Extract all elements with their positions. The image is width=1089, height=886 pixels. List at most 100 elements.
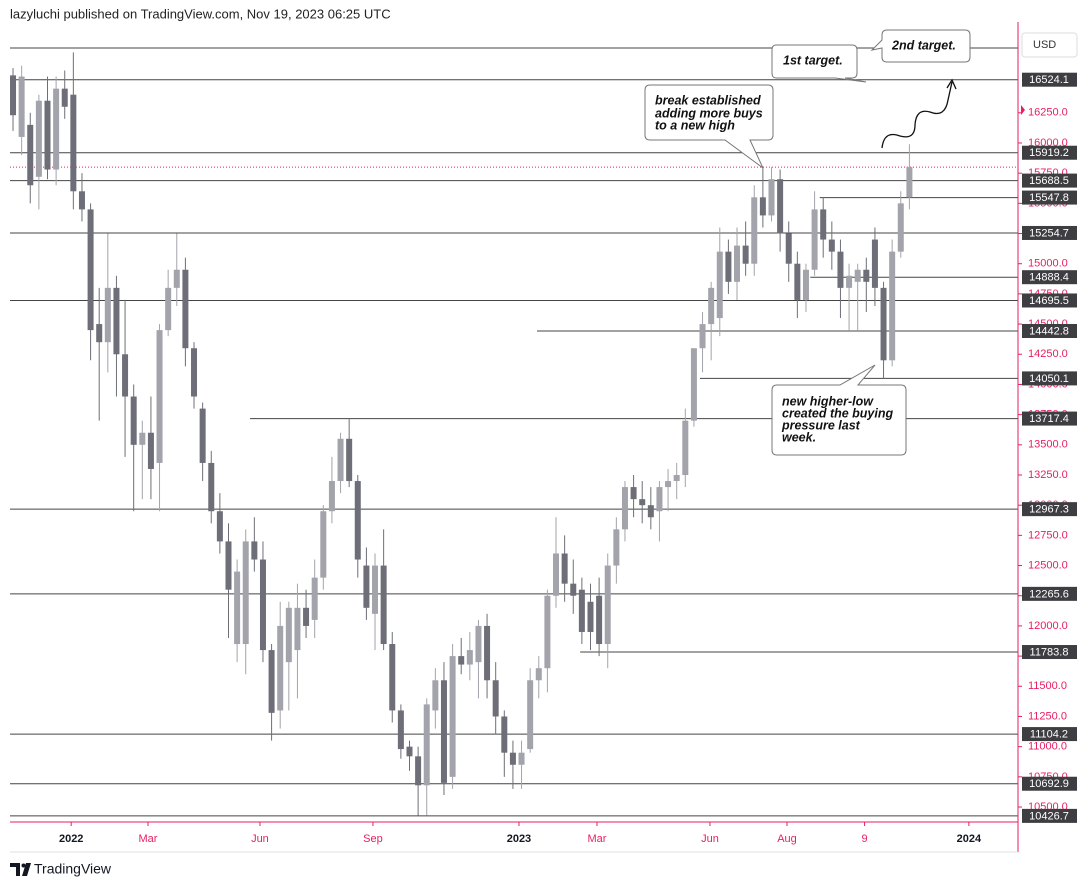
annotation-text: adding more buys [655,106,763,120]
annotation-text: created the buying [782,406,893,420]
level-label: 10692.9 [1029,778,1069,790]
candle-body [794,263,801,300]
candle-body [613,529,620,566]
annotation-text: pressure last [781,418,861,432]
candle-body [346,438,353,482]
candle-body [191,348,198,397]
level-label: 14442.8 [1029,325,1069,337]
candle-body [785,233,792,264]
annotation-text: week. [782,430,816,444]
candle-body [397,710,404,750]
candle-body [604,565,611,645]
level-label: 12967.3 [1029,504,1069,516]
level-label: 11783.8 [1030,646,1069,658]
level-label: 14050.1 [1029,373,1069,385]
candle-body [53,88,60,170]
candle-body [484,625,491,681]
candle-body [44,100,51,170]
candle-body [122,354,129,397]
candle-body [734,245,741,282]
candle-body [113,287,120,355]
candle-body [475,625,482,663]
level-label: 15547.8 [1029,192,1069,204]
candle-body [578,589,585,632]
y-tick-label: 12750.0 [1028,529,1068,541]
candle-body [906,167,913,198]
candle-body [501,716,508,753]
candle-body [311,577,318,620]
header: lazyluchi published on TradingView.com, … [10,6,391,21]
y-tick-label: 13250.0 [1028,469,1068,481]
candle-body [647,505,654,518]
candle-body [846,275,853,288]
x-tick-label: 2023 [507,833,531,845]
level-label-box [1022,323,1077,338]
annotation-text: break established [655,93,761,107]
candle-body [828,239,835,252]
x-tick-label: Sep [363,833,383,845]
annotation-text: to a new high [655,118,735,132]
candle-body [630,487,637,500]
candle-body [777,179,784,234]
candle-body [10,75,17,116]
candle-body [889,251,896,361]
candle-body [708,287,715,325]
candle-body [509,752,516,765]
candle-body [871,239,878,288]
y-tick-label: 11500.0 [1028,680,1067,692]
x-tick-label: Aug [777,833,797,845]
candle-body [527,680,534,750]
level-label: 15254.7 [1029,227,1069,239]
candle-body [87,209,94,331]
candle-body [553,553,560,596]
y-tick-label: 15000.0 [1028,258,1068,270]
candle-body [259,559,266,651]
x-tick-label: Mar [587,833,606,845]
level-label-box [1022,145,1077,160]
candle-body [61,88,68,107]
candle-body [328,481,335,512]
candle-body [70,94,77,192]
x-tick-label: Jun [701,833,719,845]
candle-body [130,396,137,445]
y-tick-label: 11250.0 [1028,710,1067,722]
candle-body [535,668,542,681]
candle-body [682,420,689,476]
level-label: 10426.7 [1029,810,1069,822]
candle-body [156,330,163,463]
level-label: 14695.5 [1029,295,1069,307]
candle-body [449,656,456,777]
candle-body [234,571,241,645]
level-label: 13717.4 [1029,413,1069,425]
annotations: 1st target. 2nd target. break establishe… [644,29,971,456]
candle-body [363,565,370,608]
candle-body [78,191,85,210]
candle-body [18,76,25,137]
candle-body [639,499,646,506]
candle-body [354,481,361,560]
candle-body [518,752,525,765]
candle-body [492,680,499,717]
currency-box[interactable] [1021,32,1078,58]
level-label-box [1022,371,1077,386]
candle-body [742,245,749,264]
candle-body [466,650,473,665]
callout-box [771,44,867,83]
level-label: 12265.6 [1029,588,1069,600]
candle-body [104,287,111,343]
candle-body [320,511,327,578]
x-tick-label: 2022 [59,833,83,845]
candle-body [880,287,887,361]
level-label-box [1022,411,1077,426]
candle-body [673,475,680,482]
y-tick-label: 12000.0 [1028,620,1068,632]
level-label-box [1022,270,1077,285]
candle-body [432,680,439,711]
level-label: 14888.4 [1029,272,1069,284]
level-label-box [1022,586,1077,601]
level-label-box [1022,72,1077,87]
candle-body [837,251,844,288]
candle-body [96,324,103,343]
candle-body [182,269,189,349]
